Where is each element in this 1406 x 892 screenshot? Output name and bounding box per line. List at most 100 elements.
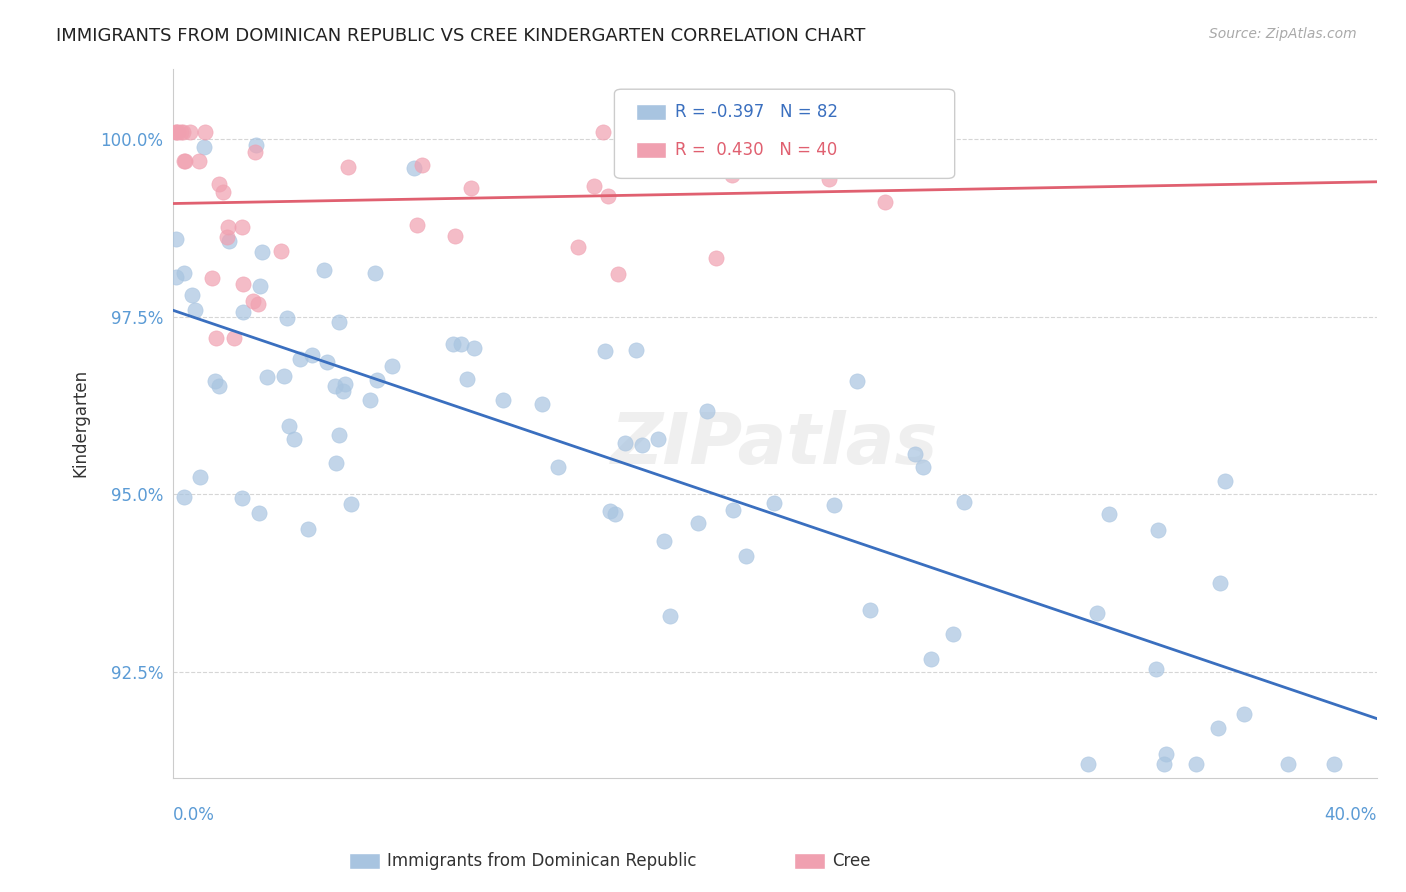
Point [1077, 756, 1099, 771]
Point [1277, 756, 1299, 771]
Point [193, 139, 215, 153]
Point [734, 549, 756, 564]
Point [301, 348, 323, 362]
Point [381, 359, 404, 373]
Point [744, 145, 766, 160]
Point [208, 177, 231, 191]
Point [250, 245, 273, 260]
Text: Cree: Cree [832, 852, 870, 870]
Point [270, 244, 292, 258]
Point [630, 438, 652, 452]
Point [288, 351, 311, 366]
Text: R = -0.397   N = 82: R = -0.397 N = 82 [675, 103, 838, 121]
Point [450, 336, 472, 351]
Point [652, 534, 675, 549]
Point [1208, 721, 1230, 735]
Point [204, 375, 226, 389]
Point [165, 269, 187, 284]
Point [492, 392, 515, 407]
Point [1146, 662, 1168, 676]
Point [180, 287, 202, 301]
Point [626, 343, 648, 357]
Y-axis label: Kindergarten: Kindergarten [72, 369, 89, 477]
Point [323, 378, 346, 392]
Point [201, 271, 224, 285]
Point [704, 252, 727, 266]
Point [658, 609, 681, 624]
Point [245, 145, 267, 160]
Point [366, 373, 388, 387]
Point [763, 496, 786, 510]
Point [165, 125, 187, 139]
Text: IMMIGRANTS FROM DOMINICAN REPUBLIC VS CREE KINDERGARTEN CORRELATION CHART: IMMIGRANTS FROM DOMINICAN REPUBLIC VS CR… [56, 27, 866, 45]
Point [173, 153, 195, 168]
Point [647, 432, 669, 446]
Point [332, 384, 354, 398]
Point [953, 494, 976, 508]
Point [1156, 747, 1178, 761]
Point [460, 180, 482, 194]
Point [242, 294, 264, 309]
Point [245, 138, 267, 153]
Text: 0.0%: 0.0% [173, 806, 215, 824]
Point [325, 456, 347, 470]
Point [1185, 756, 1208, 771]
Point [845, 374, 868, 388]
Point [249, 507, 271, 521]
Point [224, 331, 246, 345]
Point [328, 316, 350, 330]
Point [456, 372, 478, 386]
Point [406, 219, 429, 233]
Point [688, 516, 710, 530]
Text: Immigrants from Dominican Republic: Immigrants from Dominican Republic [387, 852, 696, 870]
Point [1087, 606, 1109, 620]
Point [818, 125, 841, 139]
Point [165, 232, 187, 246]
Point [273, 368, 295, 383]
Point [911, 459, 934, 474]
Point [217, 219, 239, 234]
Point [721, 168, 744, 182]
Point [859, 603, 882, 617]
Point [277, 419, 299, 434]
Point [582, 178, 605, 193]
Point [166, 125, 188, 139]
Point [188, 470, 211, 484]
Point [246, 297, 269, 311]
Point [173, 153, 195, 168]
Point [599, 504, 621, 518]
Point [1233, 706, 1256, 721]
Point [232, 305, 254, 319]
Point [444, 228, 467, 243]
Point [411, 158, 433, 172]
Point [337, 160, 360, 174]
Point [194, 125, 217, 139]
Point [188, 153, 211, 168]
Point [208, 379, 231, 393]
Point [593, 344, 616, 359]
Point [297, 522, 319, 536]
Text: R =  0.430   N = 40: R = 0.430 N = 40 [675, 141, 837, 159]
Point [333, 376, 356, 391]
Point [567, 240, 589, 254]
Text: 40.0%: 40.0% [1324, 806, 1376, 824]
Point [173, 266, 195, 280]
Point [696, 404, 718, 418]
Point [1147, 523, 1170, 537]
Point [942, 627, 965, 641]
Point [596, 188, 619, 202]
Point [249, 279, 271, 293]
Point [1097, 507, 1119, 521]
Point [215, 230, 238, 244]
Point [165, 125, 187, 139]
Point [723, 503, 745, 517]
Point [1213, 475, 1236, 489]
Text: ZIPatlas: ZIPatlas [612, 410, 939, 479]
Text: Source: ZipAtlas.com: Source: ZipAtlas.com [1209, 27, 1357, 41]
Point [547, 460, 569, 475]
Point [256, 370, 278, 384]
Point [441, 336, 464, 351]
Point [1323, 756, 1346, 771]
Point [875, 194, 897, 209]
Point [818, 171, 841, 186]
